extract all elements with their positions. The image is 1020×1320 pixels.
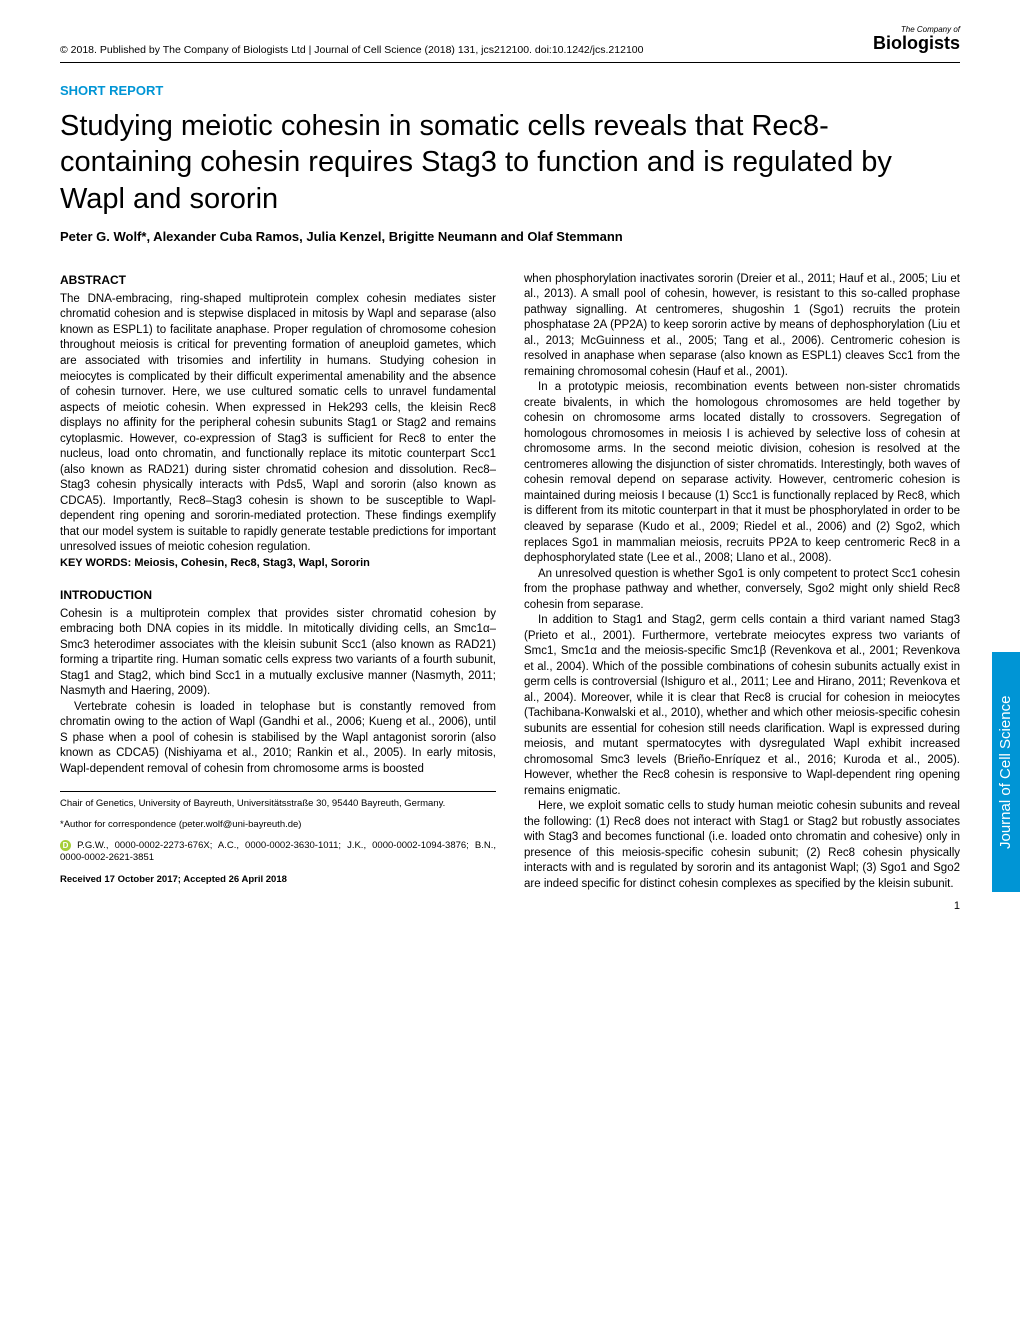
citation-text: © 2018. Published by The Company of Biol… — [60, 44, 643, 56]
correspondence-text: *Author for correspondence (peter.wolf@u… — [60, 819, 496, 832]
abstract-text: The DNA-embracing, ring-shaped multiprot… — [60, 292, 496, 556]
affiliation-text: Chair of Genetics, University of Bayreut… — [60, 798, 496, 810]
two-column-body: ABSTRACT The DNA-embracing, ring-shaped … — [60, 272, 960, 893]
intro-p2: Vertebrate cohesin is loaded in telophas… — [60, 700, 496, 778]
publisher-logo: The Company of Biologists — [873, 26, 960, 52]
footer-separator — [60, 791, 496, 792]
left-column: ABSTRACT The DNA-embracing, ring-shaped … — [60, 272, 496, 893]
orcid-text: P.G.W., 0000-0002-2273-676X; A.C., 0000-… — [60, 840, 496, 863]
section-label: SHORT REPORT — [60, 83, 960, 98]
header-bar: © 2018. Published by The Company of Biol… — [60, 40, 960, 63]
right-p2: In a prototypic meiosis, recombination e… — [524, 380, 960, 566]
dates-text: Received 17 October 2017; Accepted 26 Ap… — [60, 874, 496, 887]
orcid-block: D P.G.W., 0000-0002-2273-676X; A.C., 000… — [60, 840, 496, 865]
logo-main-text: Biologists — [873, 34, 960, 52]
right-p3: An unresolved question is whether Sgo1 i… — [524, 567, 960, 614]
journal-side-tab: Journal of Cell Science — [992, 652, 1020, 892]
authors-line: Peter G. Wolf*, Alexander Cuba Ramos, Ju… — [60, 229, 960, 244]
right-p4: In addition to Stag1 and Stag2, germ cel… — [524, 613, 960, 799]
introduction-heading: INTRODUCTION — [60, 587, 496, 603]
keywords-line: KEY WORDS: Meiosis, Cohesin, Rec8, Stag3… — [60, 556, 496, 571]
right-p1: when phosphorylation inactivates sororin… — [524, 272, 960, 381]
right-p5: Here, we exploit somatic cells to study … — [524, 799, 960, 892]
intro-p1: Cohesin is a multiprotein complex that p… — [60, 607, 496, 700]
page-number: 1 — [954, 900, 960, 912]
orcid-icon: D — [60, 840, 71, 851]
abstract-heading: ABSTRACT — [60, 272, 496, 288]
article-title: Studying meiotic cohesin in somatic cell… — [60, 108, 960, 217]
right-column: when phosphorylation inactivates sororin… — [524, 272, 960, 893]
